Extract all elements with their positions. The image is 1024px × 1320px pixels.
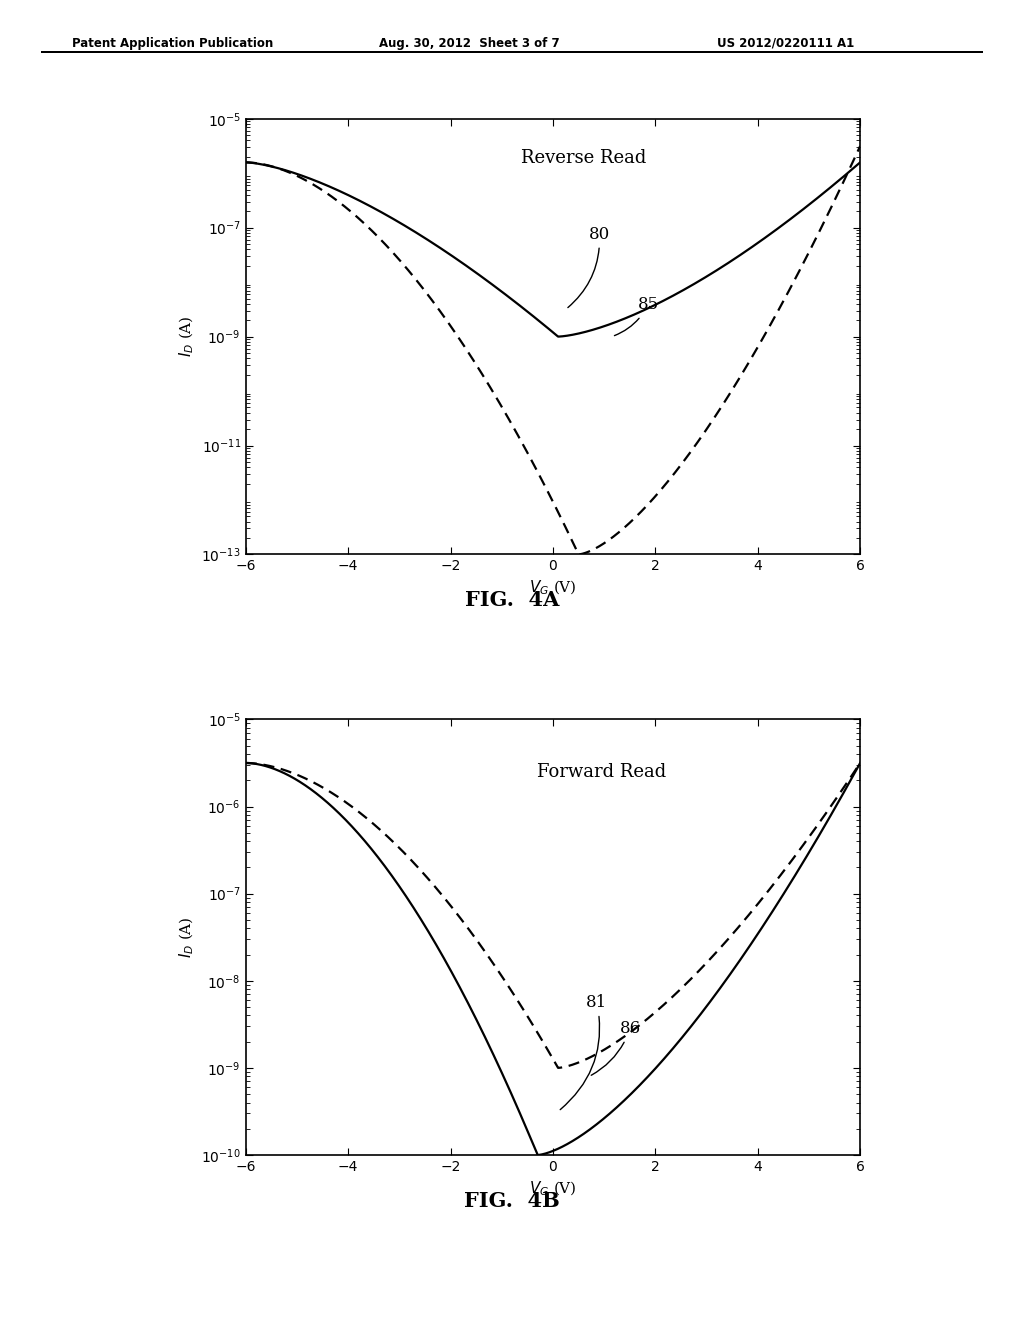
Y-axis label: $I_D$ (A): $I_D$ (A)	[177, 916, 196, 958]
X-axis label: $V_G$ (V): $V_G$ (V)	[529, 1179, 577, 1197]
Text: FIG.  4B: FIG. 4B	[464, 1191, 560, 1210]
Text: Forward Read: Forward Read	[538, 763, 667, 781]
Text: FIG.  4A: FIG. 4A	[465, 590, 559, 610]
Text: Reverse Read: Reverse Read	[521, 149, 646, 168]
Text: Aug. 30, 2012  Sheet 3 of 7: Aug. 30, 2012 Sheet 3 of 7	[379, 37, 559, 50]
X-axis label: $V_G$ (V): $V_G$ (V)	[529, 578, 577, 597]
Text: Patent Application Publication: Patent Application Publication	[72, 37, 273, 50]
Text: 80: 80	[568, 226, 610, 308]
Text: 85: 85	[614, 297, 658, 335]
Text: 86: 86	[591, 1020, 641, 1076]
Text: 81: 81	[560, 994, 607, 1110]
Text: US 2012/0220111 A1: US 2012/0220111 A1	[717, 37, 854, 50]
Y-axis label: $I_D$ (A): $I_D$ (A)	[177, 315, 196, 358]
